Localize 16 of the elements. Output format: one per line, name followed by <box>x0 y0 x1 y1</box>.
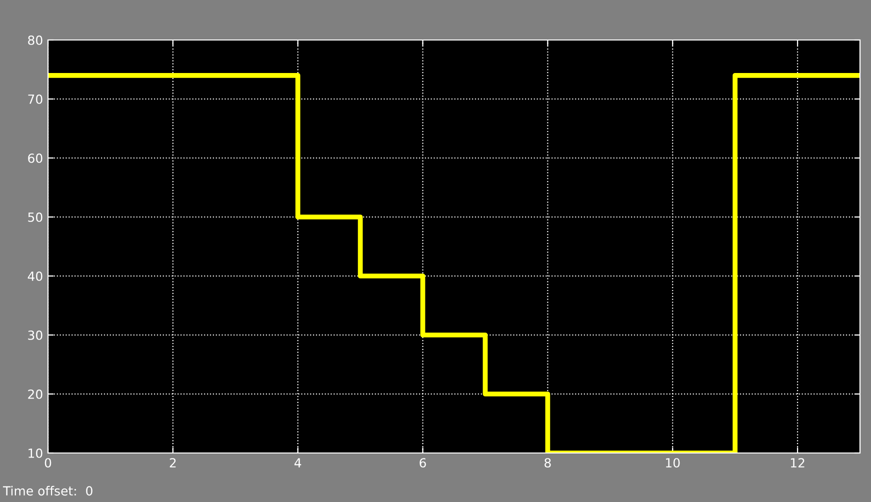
x-tick-label: 4 <box>294 458 302 468</box>
y-tick-label: 60 <box>28 153 42 163</box>
y-tick-label: 50 <box>28 212 42 222</box>
y-tick-label: 10 <box>28 448 42 458</box>
x-tick-label: 10 <box>666 458 680 468</box>
x-tick-label: 12 <box>790 458 804 468</box>
y-tick-label: 30 <box>28 330 42 340</box>
y-tick-label: 40 <box>28 271 42 281</box>
x-tick-label: 0 <box>44 458 52 468</box>
y-tick-label: 70 <box>28 94 42 104</box>
y-tick-label: 20 <box>28 389 42 399</box>
x-tick-label: 2 <box>170 458 176 468</box>
x-tick-label: 6 <box>420 458 426 468</box>
text: Time offset: 0 <box>2 486 92 496</box>
y-tick-label: 80 <box>28 35 42 45</box>
x-tick-label: 8 <box>544 458 551 468</box>
